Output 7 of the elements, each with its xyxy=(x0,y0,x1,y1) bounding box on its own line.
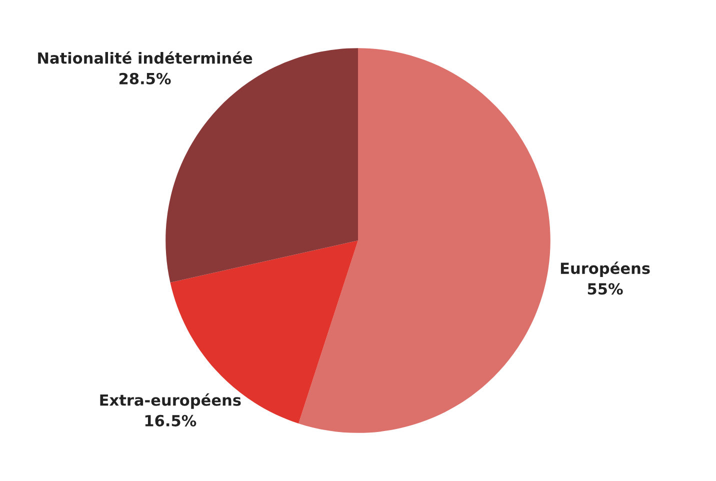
data-label: 55% xyxy=(588,283,623,295)
data-label: 16.5% xyxy=(145,414,196,426)
pie-slice xyxy=(298,48,550,433)
slice-label: Européens xyxy=(560,262,650,278)
data-label: 28.5% xyxy=(119,72,171,84)
slice-label: Extra-européens xyxy=(100,393,241,409)
slice-label: Nationalité indéterminée xyxy=(38,51,252,64)
